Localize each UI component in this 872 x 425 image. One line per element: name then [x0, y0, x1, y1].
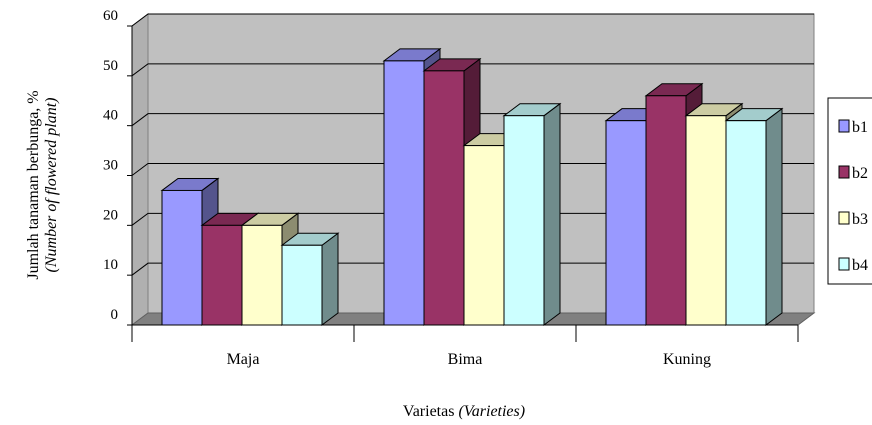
legend-swatch-b1 [838, 119, 850, 133]
gridline [131, 212, 814, 226]
legend-label-b3: b3 [852, 211, 868, 228]
x-axis-title-main: Varietas [403, 403, 459, 420]
y-axis-title-main: Jumlah tanaman berbunga, % [25, 90, 42, 279]
x-axis: Maja Bima Kuning [131, 324, 799, 368]
legend-label-b1: b1 [852, 119, 868, 136]
y-tick-label: 60 [103, 8, 118, 24]
y-tick-label: 30 [103, 158, 118, 174]
gridline [131, 63, 814, 77]
x-tick-label: Bima [448, 351, 483, 368]
gridline [131, 262, 814, 276]
legend: b1 b2 b3 b4 [827, 97, 872, 285]
legend-swatch-b2 [838, 165, 850, 179]
bar-b4-kuning [724, 107, 784, 326]
gridline [131, 113, 814, 127]
legend-swatch-b3 [838, 211, 850, 225]
y-axis: 0 10 20 30 40 50 60 [103, 8, 133, 326]
y-axis-title-italic: (Number of flowered plant) [43, 98, 60, 273]
y-tick-label: 40 [103, 108, 118, 124]
y-tick-label: 10 [103, 257, 118, 273]
legend-swatch-b4 [838, 257, 850, 271]
x-tick-label: Maja [227, 351, 260, 368]
y-tick-label: 20 [103, 207, 118, 223]
gridline [131, 13, 814, 27]
y-tick-label: 50 [103, 58, 118, 74]
gridline [131, 163, 814, 176]
x-axis-title-italic: (Varieties) [458, 403, 525, 420]
x-axis-title: Varietas (Varieties) [403, 403, 525, 420]
y-axis-subtitle: (Number of flowered plant) [43, 98, 60, 273]
gridlines [131, 13, 814, 276]
legend-label-b2: b2 [852, 165, 868, 182]
legend-label-b4: b4 [852, 257, 868, 274]
y-axis-title: Jumlah tanaman berbunga, % [25, 90, 42, 279]
bar-b4-maja [280, 232, 340, 326]
legend-box [827, 97, 872, 285]
y-tick-label: 0 [111, 307, 119, 323]
x-tick-label: Kuning [663, 351, 711, 368]
bar-b4-bima [502, 102, 562, 326]
